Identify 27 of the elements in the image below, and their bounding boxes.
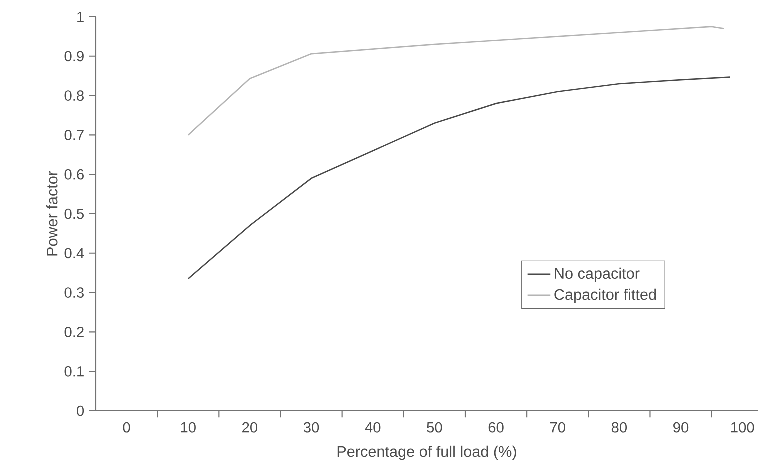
y-tick-label: 0.8 — [64, 90, 84, 101]
y-tick-label: 0.5 — [64, 208, 84, 220]
x-tick-label: 80 — [612, 422, 628, 433]
x-tick-label: 100 — [731, 422, 754, 433]
x-tick-label: 90 — [674, 422, 689, 433]
legend-label: No capacitor — [555, 268, 640, 282]
x-tick-label: 60 — [488, 422, 504, 433]
x-tick-label: 0 — [123, 422, 130, 433]
x-tick-label: 50 — [427, 422, 442, 433]
x-tick-label: 20 — [242, 422, 258, 433]
x-tick-label: 40 — [365, 422, 381, 433]
x-tick-label: 30 — [304, 422, 320, 433]
y-tick-label: 0.3 — [64, 288, 84, 298]
y-tick-label: 1 — [78, 12, 84, 22]
line-series — [188, 26, 725, 136]
y-tick-label: 0 — [77, 406, 84, 416]
y-axis-title: Power factor — [46, 171, 58, 256]
legend-label: Capacitor fitted — [554, 288, 656, 304]
y-tick-label: 0.7 — [64, 130, 84, 140]
y-tick-label: 0.4 — [64, 248, 84, 259]
y-tick-label: 0.1 — [64, 366, 84, 377]
x-tick-label: 10 — [181, 422, 196, 433]
x-tick-label: 70 — [550, 422, 566, 433]
y-tick-label: 0.6 — [64, 169, 84, 180]
x-axis-title: Percentage of full load (%) — [338, 446, 516, 460]
y-tick-label: 0.2 — [64, 327, 84, 338]
y-tick-label: 0.9 — [64, 51, 84, 62]
